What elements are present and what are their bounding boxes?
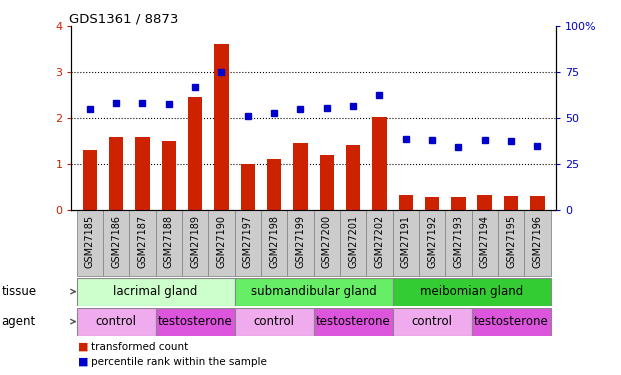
Bar — [399, 195, 413, 210]
Bar — [214, 44, 229, 210]
Bar — [320, 155, 334, 210]
Bar — [135, 136, 150, 210]
Bar — [156, 308, 235, 336]
Bar — [445, 210, 471, 276]
Bar — [235, 308, 314, 336]
Text: testosterone: testosterone — [158, 315, 232, 328]
Text: GSM27200: GSM27200 — [322, 215, 332, 268]
Bar — [129, 210, 156, 276]
Text: GDS1361 / 8873: GDS1361 / 8873 — [69, 12, 178, 25]
Text: GSM27201: GSM27201 — [348, 215, 358, 268]
Bar — [498, 210, 524, 276]
Text: lacrimal gland: lacrimal gland — [114, 285, 198, 298]
Bar — [471, 210, 498, 276]
Text: transformed count: transformed count — [91, 342, 189, 352]
Text: GSM27190: GSM27190 — [217, 215, 227, 268]
Text: control: control — [412, 315, 453, 328]
Bar — [188, 98, 202, 210]
Text: ■: ■ — [78, 357, 88, 367]
Text: GSM27197: GSM27197 — [243, 215, 253, 268]
Text: GSM27194: GSM27194 — [479, 215, 490, 268]
Text: agent: agent — [1, 315, 35, 328]
Bar — [288, 210, 314, 276]
Bar — [161, 141, 176, 210]
Bar — [478, 195, 492, 210]
Bar — [451, 196, 466, 210]
Bar — [314, 308, 392, 336]
Text: control: control — [253, 315, 294, 328]
Text: meibomian gland: meibomian gland — [420, 285, 523, 298]
Bar — [504, 196, 519, 210]
Text: GSM27193: GSM27193 — [453, 215, 463, 268]
Bar — [425, 196, 439, 210]
Bar — [392, 308, 471, 336]
Bar — [392, 210, 419, 276]
Text: GSM27195: GSM27195 — [506, 215, 516, 268]
Text: percentile rank within the sample: percentile rank within the sample — [91, 357, 267, 367]
Bar — [235, 210, 261, 276]
Bar — [293, 143, 307, 210]
Text: GSM27189: GSM27189 — [190, 215, 200, 268]
Bar — [182, 210, 208, 276]
Text: ■: ■ — [78, 342, 88, 352]
Bar — [76, 278, 235, 306]
Bar — [419, 210, 445, 276]
Bar — [267, 159, 281, 210]
Bar — [524, 210, 551, 276]
Text: GSM27196: GSM27196 — [532, 215, 542, 268]
Text: control: control — [96, 315, 137, 328]
Bar — [340, 210, 366, 276]
Text: submandibular gland: submandibular gland — [251, 285, 376, 298]
Bar — [471, 308, 551, 336]
Text: GSM27185: GSM27185 — [85, 215, 95, 268]
Text: GSM27186: GSM27186 — [111, 215, 121, 268]
Text: GSM27199: GSM27199 — [296, 215, 306, 268]
Text: GSM27192: GSM27192 — [427, 215, 437, 268]
Bar — [83, 150, 97, 210]
Bar — [261, 210, 288, 276]
Bar — [109, 136, 124, 210]
Text: GSM27202: GSM27202 — [374, 215, 384, 268]
Bar — [208, 210, 235, 276]
Text: testosterone: testosterone — [315, 315, 391, 328]
Text: GSM27187: GSM27187 — [137, 215, 148, 268]
Bar — [392, 278, 551, 306]
Bar — [240, 164, 255, 210]
Text: GSM27198: GSM27198 — [269, 215, 279, 268]
Bar — [346, 145, 360, 210]
Bar — [372, 117, 387, 210]
Bar — [235, 278, 392, 306]
Bar — [76, 308, 156, 336]
Bar — [103, 210, 129, 276]
Bar — [314, 210, 340, 276]
Text: testosterone: testosterone — [474, 315, 548, 328]
Bar — [76, 210, 103, 276]
Text: tissue: tissue — [1, 285, 37, 298]
Text: GSM27188: GSM27188 — [164, 215, 174, 268]
Bar — [156, 210, 182, 276]
Bar — [366, 210, 392, 276]
Text: GSM27191: GSM27191 — [401, 215, 410, 268]
Bar — [530, 196, 545, 210]
